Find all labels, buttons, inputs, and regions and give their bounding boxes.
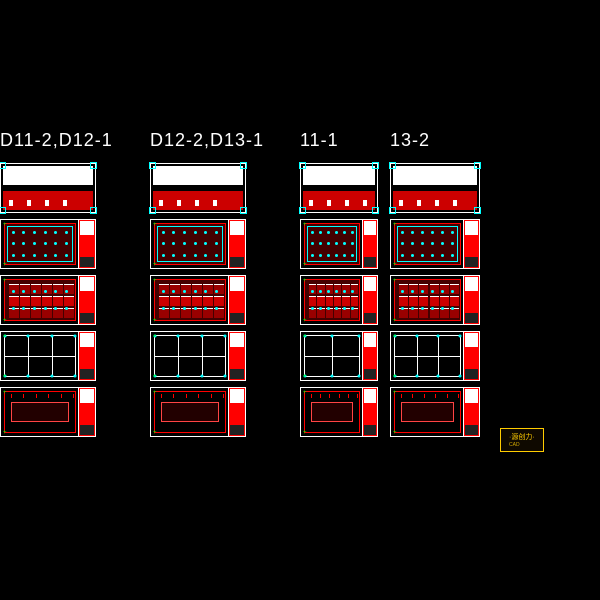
column-label: 11-1 <box>300 130 384 151</box>
titleblock <box>463 220 479 268</box>
drawing-sheet <box>0 163 96 213</box>
titleblock <box>228 276 245 324</box>
drawing-sheet: ++ <box>150 387 246 437</box>
drawing-column: D12-2,D13-1 ++ ++ ++ ++ <box>150 130 258 443</box>
watermark-stamp: ·源创力·CAD <box>500 428 544 452</box>
drawing-sheet <box>150 163 246 213</box>
titleblock <box>463 332 479 380</box>
titleblock <box>362 332 377 380</box>
drawing-sheet: ++ <box>390 219 480 269</box>
column-label: D12-2,D13-1 <box>150 130 258 151</box>
drawing-column: 13-2 ++ ++ ++ ++ <box>390 130 486 443</box>
drawing-sheet: ++ <box>300 387 378 437</box>
drawing-sheet <box>300 163 378 213</box>
drawing-sheet <box>390 163 480 213</box>
drawing-sheet: ++ <box>0 331 96 381</box>
titleblock <box>228 332 245 380</box>
titleblock <box>362 388 377 436</box>
titleblock <box>362 220 377 268</box>
titleblock <box>78 388 95 436</box>
titleblock <box>463 276 479 324</box>
drawing-sheet: ++ <box>150 219 246 269</box>
drawing-column: D11-2,D12-1 ++ ++ ++ ++ <box>0 130 108 443</box>
drawing-sheet: ++ <box>390 275 480 325</box>
titleblock <box>228 388 245 436</box>
titleblock <box>463 388 479 436</box>
titleblock <box>78 276 95 324</box>
titleblock <box>228 220 245 268</box>
drawing-sheet: ++ <box>150 275 246 325</box>
drawing-sheet: ++ <box>300 331 378 381</box>
column-label: D11-2,D12-1 <box>0 130 108 151</box>
drawing-sheet: ++ <box>0 387 96 437</box>
drawing-column: 11-1 ++ ++ ++ ++ <box>300 130 384 443</box>
drawing-sheet: ++ <box>390 331 480 381</box>
titleblock <box>78 332 95 380</box>
column-label: 13-2 <box>390 130 486 151</box>
drawing-sheet: ++ <box>0 219 96 269</box>
drawing-sheet: ++ <box>300 219 378 269</box>
drawing-sheet: ++ <box>390 387 480 437</box>
drawing-sheet: ++ <box>300 275 378 325</box>
drawing-sheet: ++ <box>150 331 246 381</box>
titleblock <box>362 276 377 324</box>
titleblock <box>78 220 95 268</box>
drawing-sheet: ++ <box>0 275 96 325</box>
